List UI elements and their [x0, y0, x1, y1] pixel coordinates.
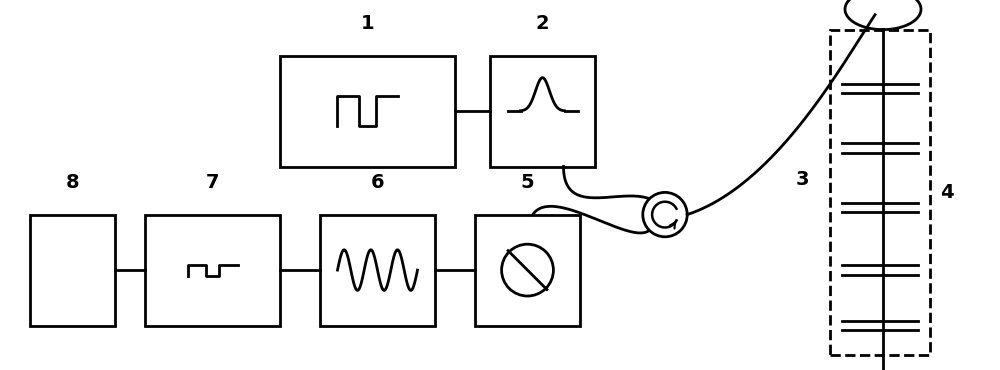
- Text: 4: 4: [940, 183, 954, 202]
- Bar: [320, 215, 435, 326]
- Bar: [30, 215, 115, 326]
- Text: 2: 2: [536, 14, 549, 33]
- Bar: [490, 56, 595, 166]
- Text: 7: 7: [206, 174, 219, 192]
- Bar: [280, 56, 455, 166]
- Bar: [830, 30, 930, 355]
- Text: 3: 3: [796, 170, 810, 189]
- Text: 5: 5: [521, 174, 534, 192]
- Text: 8: 8: [66, 174, 79, 192]
- Text: 1: 1: [361, 14, 374, 33]
- Text: 6: 6: [371, 174, 384, 192]
- Bar: [145, 215, 280, 326]
- Bar: [475, 215, 580, 326]
